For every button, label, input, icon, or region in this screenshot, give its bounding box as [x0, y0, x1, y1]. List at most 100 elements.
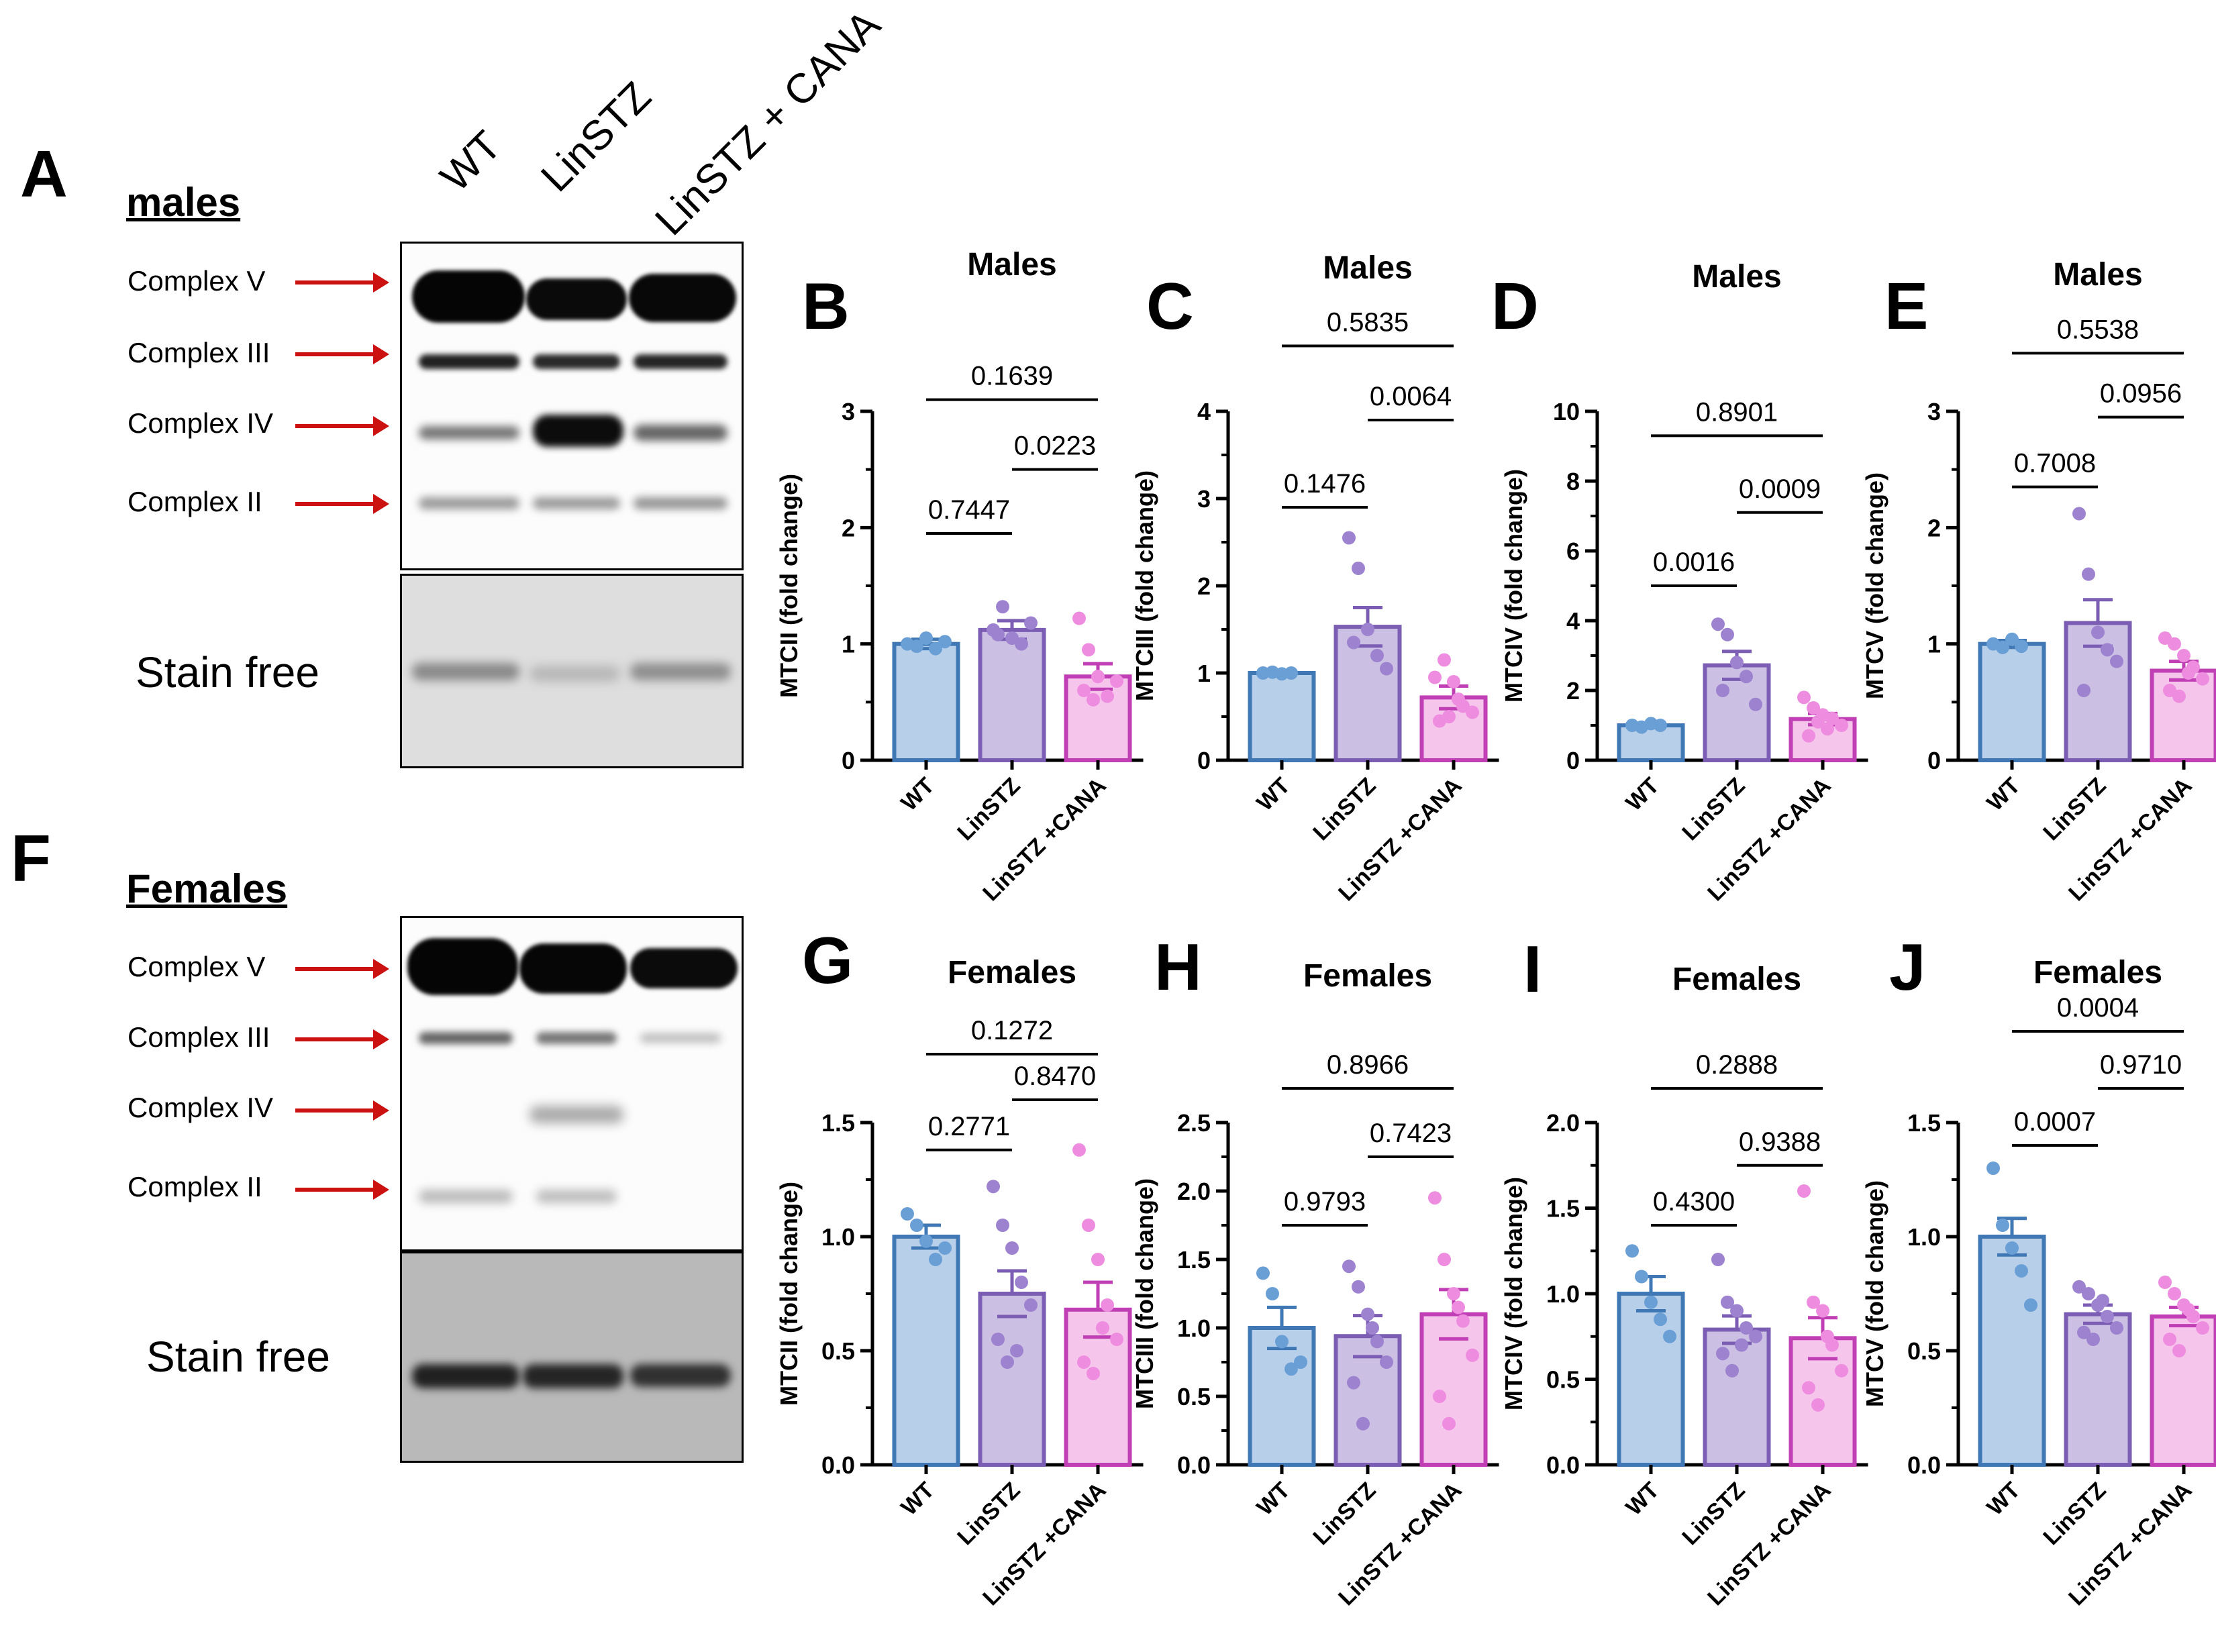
data-point-h-1-0	[1342, 1259, 1356, 1274]
x-tick-label-b-0: WT	[896, 773, 939, 816]
data-point-i-1-3	[1740, 1321, 1753, 1335]
comparison-pvalue-i-0: 0.4300	[1653, 1187, 1735, 1217]
data-point-i-1-4	[1749, 1329, 1762, 1343]
data-point-h-1-4	[1380, 1355, 1393, 1369]
band-f-complex-v-wt	[407, 938, 518, 995]
panel-letter-h: H	[1154, 930, 1202, 1004]
data-point-i-1-7	[1735, 1338, 1748, 1352]
complex-ii-label-males: Complex II	[128, 486, 262, 517]
comparison-pvalue-g-0: 0.2771	[928, 1112, 1010, 1141]
band-f-complex-iv-linstz	[530, 1106, 623, 1123]
data-point-b-2-3	[1101, 689, 1114, 703]
data-point-h-0-0	[1256, 1266, 1270, 1280]
comparison-pvalue-h-1: 0.7423	[1370, 1119, 1452, 1148]
data-point-d-1-1	[1721, 627, 1734, 641]
arrow-complex-v-males	[295, 272, 389, 293]
data-point-i-0-2	[1644, 1295, 1658, 1309]
comparison-pvalue-j-2: 0.0004	[2057, 993, 2139, 1023]
y-tick-label-i-4: 2.0	[1546, 1109, 1580, 1137]
comparison-pvalue-e-2: 0.5538	[2057, 315, 2139, 344]
bar-b-0	[892, 641, 960, 763]
data-point-g-0-4	[938, 1241, 952, 1255]
panel-letter-a: A	[20, 137, 68, 211]
bar-g-1	[978, 1292, 1046, 1467]
data-point-i-1-2	[1730, 1304, 1744, 1318]
data-point-i-0-3	[1654, 1312, 1667, 1327]
band-complex-iii-linstz	[533, 354, 620, 369]
x-tick-label-j-0: WT	[1982, 1478, 2025, 1520]
bar-g-0	[892, 1235, 960, 1467]
males-stain-free-blot	[400, 574, 744, 768]
complex-iii-label-males: Complex III	[128, 337, 270, 368]
data-point-e-2-1	[2168, 637, 2181, 651]
comparison-pvalue-b-1: 0.0223	[1014, 431, 1096, 461]
females-label: Females	[126, 866, 288, 911]
data-point-g-1-3	[1015, 1276, 1028, 1289]
y-tick-label-h-4: 2.0	[1177, 1178, 1211, 1205]
data-point-c-2-2	[1447, 675, 1460, 688]
data-point-d-2-7	[1821, 722, 1834, 736]
data-point-g-0-0	[901, 1207, 914, 1221]
data-point-j-1-1	[2082, 1287, 2095, 1300]
band-complex-ii-linstz	[533, 497, 620, 509]
x-tick-label-c-1: LinSTZ	[1308, 773, 1380, 845]
data-point-h-1-1	[1352, 1280, 1365, 1294]
x-tick-label-e-0: WT	[1982, 773, 2025, 816]
comparison-pvalue-b-2: 0.1639	[971, 362, 1053, 391]
y-tick-label-i-1: 0.5	[1546, 1366, 1580, 1394]
y-tick-label-d-0: 0	[1566, 747, 1580, 774]
comparison-pvalue-c-2: 0.5835	[1327, 308, 1409, 338]
data-point-e-1-5	[2077, 684, 2091, 697]
data-point-g-1-4	[1024, 1298, 1038, 1312]
y-tick-label-h-2: 1.0	[1177, 1314, 1211, 1342]
band-complex-ii-cana	[634, 497, 727, 509]
y-axis-label-g: MTCII (fold change)	[775, 1182, 803, 1406]
comparison-pvalue-i-2: 0.2888	[1696, 1050, 1778, 1080]
y-axis-label-c: MTCIII (fold change)	[1131, 470, 1158, 701]
stain-band-f-cana	[630, 1364, 731, 1387]
data-point-i-1-6	[1725, 1363, 1739, 1378]
band-complex-ii-wt	[419, 497, 519, 509]
data-point-c-1-4	[1380, 662, 1393, 676]
y-tick-label-j-2: 1.0	[1907, 1223, 1941, 1251]
data-point-c-1-0	[1342, 531, 1356, 545]
y-tick-label-g-0: 0.0	[821, 1451, 855, 1479]
data-point-b-2-1	[1082, 643, 1095, 657]
panel-letter-c: C	[1146, 269, 1194, 343]
data-point-c-2-6	[1442, 710, 1456, 723]
y-tick-label-j-0: 0.0	[1907, 1451, 1941, 1479]
x-tick-label-g-0: WT	[896, 1478, 939, 1520]
data-point-g-0-1	[910, 1219, 923, 1232]
data-point-j-1-0	[2072, 1280, 2086, 1294]
data-point-g-0-3	[929, 1253, 942, 1266]
bar-h-2	[1419, 1312, 1488, 1467]
data-point-c-2-0	[1428, 670, 1442, 684]
data-point-e-2-7	[2182, 666, 2195, 680]
x-tick-label-j-1: LinSTZ	[2038, 1478, 2111, 1550]
data-point-g-1-1	[996, 1219, 1009, 1232]
panel-letter-d: D	[1491, 269, 1539, 343]
data-point-i-2-5	[1802, 1381, 1815, 1395]
comparison-pvalue-d-2: 0.8901	[1696, 397, 1778, 427]
data-point-e-1-4	[2110, 654, 2123, 668]
stain-band-wt	[412, 663, 519, 680]
data-point-j-2-5	[2163, 1333, 2176, 1346]
arrow-complex-v-females	[295, 959, 389, 979]
band-f-complex-ii-wt	[419, 1190, 513, 1203]
chart-title-i: Females	[1672, 962, 1801, 997]
data-point-j-1-5	[2077, 1325, 2091, 1339]
band-complex-iii-cana	[634, 354, 727, 369]
data-point-g-0-2	[919, 1234, 933, 1248]
data-point-b-1-1	[996, 600, 1009, 614]
arrow-complex-ii-females	[295, 1180, 389, 1200]
data-point-i-0-1	[1635, 1270, 1648, 1284]
x-tick-label-h-1: LinSTZ	[1308, 1478, 1380, 1550]
data-point-d-2-5	[1802, 729, 1815, 743]
data-point-b-0-2	[919, 631, 933, 645]
y-tick-label-c-4: 4	[1197, 398, 1211, 425]
data-point-e-1-0	[2072, 507, 2086, 521]
data-point-e-2-2	[2177, 649, 2190, 662]
y-tick-label-c-0: 0	[1197, 747, 1211, 774]
complex-v-label-females: Complex V	[128, 951, 266, 982]
